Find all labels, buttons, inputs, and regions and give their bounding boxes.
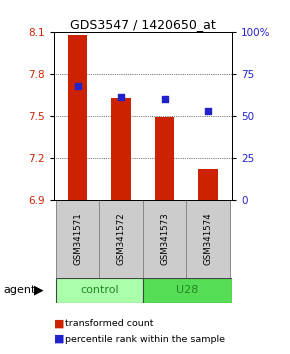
Text: percentile rank within the sample: percentile rank within the sample bbox=[65, 335, 225, 344]
Bar bbox=[68, 35, 87, 200]
Bar bbox=[155, 117, 174, 200]
Text: U28: U28 bbox=[176, 285, 199, 295]
Point bbox=[75, 83, 80, 88]
FancyBboxPatch shape bbox=[56, 200, 99, 278]
FancyBboxPatch shape bbox=[143, 278, 232, 303]
Text: transformed count: transformed count bbox=[65, 319, 154, 329]
Bar bbox=[198, 169, 218, 200]
FancyBboxPatch shape bbox=[99, 200, 143, 278]
Text: ■: ■ bbox=[54, 334, 64, 344]
Point bbox=[206, 108, 210, 114]
Title: GDS3547 / 1420650_at: GDS3547 / 1420650_at bbox=[70, 18, 216, 31]
FancyBboxPatch shape bbox=[143, 200, 186, 278]
FancyBboxPatch shape bbox=[56, 278, 143, 303]
Text: ▶: ▶ bbox=[34, 284, 44, 297]
Text: GSM341572: GSM341572 bbox=[117, 212, 126, 266]
Text: GSM341571: GSM341571 bbox=[73, 212, 82, 266]
Text: agent: agent bbox=[3, 285, 35, 295]
Text: GSM341574: GSM341574 bbox=[204, 212, 213, 266]
Point bbox=[162, 96, 167, 102]
Text: control: control bbox=[80, 285, 119, 295]
Text: GSM341573: GSM341573 bbox=[160, 212, 169, 266]
Bar bbox=[111, 98, 131, 200]
Point bbox=[119, 95, 124, 100]
Text: ■: ■ bbox=[54, 319, 64, 329]
FancyBboxPatch shape bbox=[186, 200, 230, 278]
